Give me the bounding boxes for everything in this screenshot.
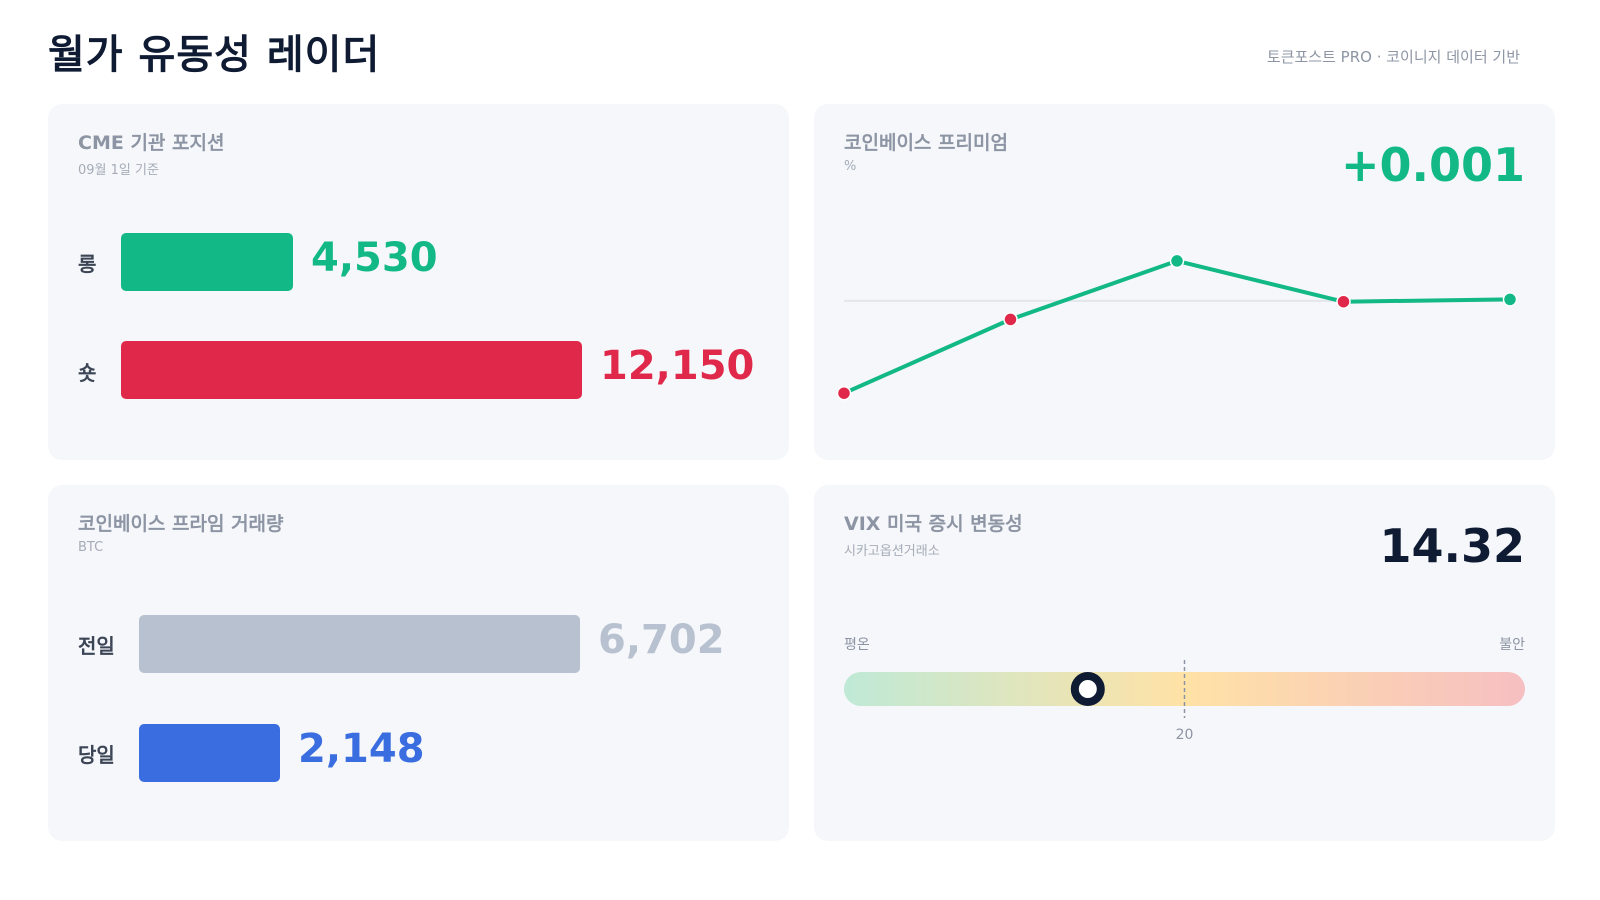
today-value: 2,148 — [298, 726, 425, 772]
premium-unit: % — [844, 159, 857, 174]
premium-data-point — [1336, 294, 1351, 309]
long-value: 4,530 — [311, 235, 438, 281]
vix-card-title: VIX 미국 증시 변동성 — [844, 513, 1023, 535]
vix-card: VIX 미국 증시 변동성 시카고옵션거래소 14.32 평온 불안 20 — [814, 485, 1555, 841]
volume-card-title: 코인베이스 프라임 거래량 — [78, 513, 284, 535]
premium-series-line — [842, 258, 1512, 396]
data-source-note: 토큰포스트 PRO · 코이니지 데이터 기반 — [1266, 48, 1520, 66]
today-bar — [139, 724, 280, 782]
cme-position-card: CME 기관 포지션 09월 1일 기준 롱 4,530 숏 12,150 — [48, 104, 789, 460]
long-bar — [121, 233, 293, 291]
page-title: 월가 유동성 레이더 — [48, 32, 381, 78]
vix-level-marker — [1070, 672, 1105, 706]
vix-value: 14.32 — [1379, 519, 1525, 573]
vix-threshold-label: 20 — [1176, 727, 1194, 743]
previous-day-bar — [139, 615, 580, 673]
long-label: 롱 — [78, 252, 97, 276]
short-label: 숏 — [78, 361, 97, 385]
short-bar — [121, 341, 582, 399]
volume-unit: BTC — [78, 540, 104, 555]
premium-data-point — [1502, 292, 1518, 307]
cme-card-date: 09월 1일 기준 — [78, 163, 159, 178]
coinbase-premium-card: 코인베이스 프리미엄 % +0.001 — [814, 104, 1555, 460]
today-label: 당일 — [78, 743, 115, 767]
previous-day-value: 6,702 — [598, 617, 725, 663]
premium-card-title: 코인베이스 프리미엄 — [844, 132, 1008, 154]
cme-card-title: CME 기관 포지션 — [78, 132, 225, 154]
anxious-label: 불안 — [1499, 637, 1525, 653]
premium-data-point — [1169, 253, 1185, 269]
premium-line-chart — [836, 253, 1518, 401]
previous-day-label: 전일 — [78, 634, 115, 658]
short-value: 12,150 — [600, 343, 755, 389]
premium-data-point — [1003, 312, 1018, 327]
calm-label: 평온 — [844, 637, 870, 653]
premium-value: +0.001 — [1340, 138, 1525, 192]
prime-volume-card: 코인베이스 프라임 거래량 BTC 전일 6,702 당일 2,148 — [48, 485, 789, 841]
vix-card-source: 시카고옵션거래소 — [844, 544, 940, 559]
premium-data-point — [836, 385, 852, 401]
vix-gauge: 평온 불안 20 — [844, 637, 1525, 743]
